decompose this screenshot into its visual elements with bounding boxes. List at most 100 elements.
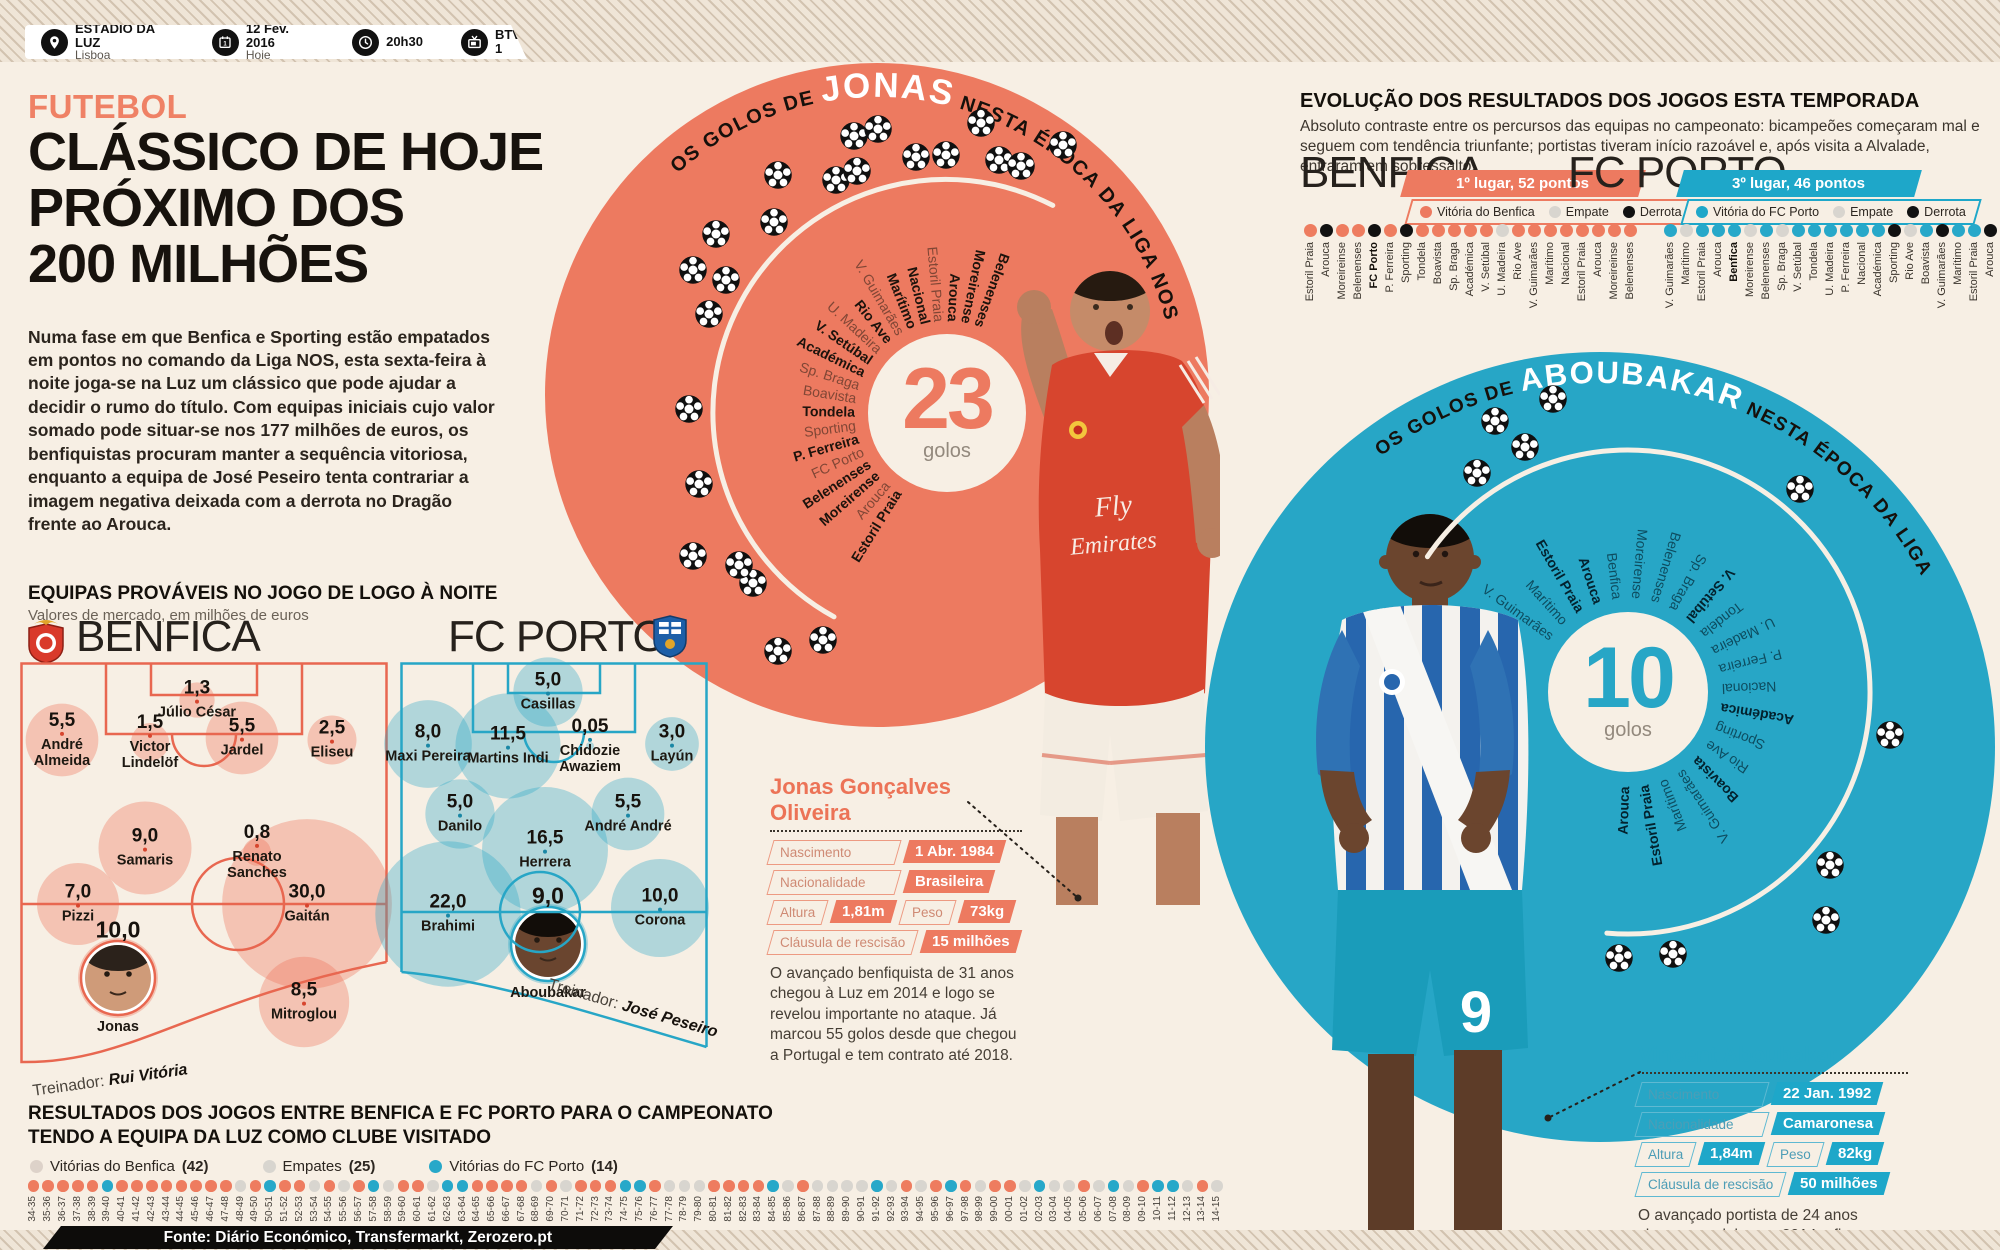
opponent-label: Benfica <box>1727 242 1740 282</box>
h2h-result-dot <box>1004 1180 1016 1192</box>
h2h-result-dot <box>663 1180 676 1192</box>
match-date: 12 Fev. 2016 <box>245 21 290 50</box>
season-label: 64-65 <box>471 1195 483 1222</box>
opponent-label: Rio Ave <box>1903 242 1916 280</box>
player-value: 9,0 <box>500 884 596 908</box>
date-item: 1 12 Fev. 2016 Hoje <box>212 22 314 62</box>
season-label: 55-56 <box>338 1195 350 1222</box>
h2h-result-dot <box>811 1180 824 1192</box>
evolution-heading: EVOLUÇÃO DOS RESULTADOS DOS JOGOS ESTA T… <box>1300 90 1920 112</box>
season-label: 99-00 <box>989 1195 1001 1222</box>
season-label: 62-63 <box>441 1195 453 1222</box>
h2h-result-dot <box>471 1180 484 1192</box>
opponent-label: V. Setúbal <box>1791 242 1804 292</box>
season-label: 43-44 <box>160 1195 172 1222</box>
result-dot <box>1559 224 1573 237</box>
benfica-pitch: 1,3 Júlio César 5,5 André Almeida 1,5 Victor … <box>20 662 392 1092</box>
opponent-label: Marítimo <box>1543 242 1556 285</box>
player-value-text: 0,8 <box>243 821 271 843</box>
result-column: V. Guimarães <box>1662 224 1678 308</box>
opponent-label: Sp. Braga <box>1447 242 1460 291</box>
result-column: P. Ferreira <box>1838 224 1854 293</box>
opponent-label: Belenenses <box>1623 242 1636 300</box>
result-column: Sporting <box>1886 224 1902 283</box>
h2h-column: 59-60 <box>396 1180 411 1221</box>
result-column: Académica <box>1870 224 1886 296</box>
player-value-text: 5,0 <box>446 791 474 813</box>
value-marker <box>670 743 674 748</box>
value-marker <box>76 903 80 908</box>
aboubakar-info-card: Vincent Aboubakar Nascimento 22 Jan. 199… <box>1634 1042 1908 1250</box>
opponent-label: Arouca <box>1591 242 1604 277</box>
player-name-text: André André <box>584 818 672 835</box>
result-dot <box>1543 224 1557 237</box>
h2h-column: 35-36 <box>41 1180 56 1221</box>
result-column: Boavista <box>1918 224 1934 284</box>
opponent-label: V. Guimarães <box>1527 242 1540 309</box>
opponent-label: Belenenses <box>1759 242 1772 300</box>
h2h-column: 63-64 <box>455 1180 470 1221</box>
season-label: 78-79 <box>678 1195 690 1222</box>
h2h-column: 96-97 <box>943 1180 958 1221</box>
opponent-label: V. Guimarães <box>1935 242 1948 309</box>
location-pin-icon <box>41 29 68 56</box>
h2h-column: 52-53 <box>292 1180 307 1221</box>
h2h-result-dot <box>1152 1180 1164 1192</box>
season-label: 52-53 <box>293 1195 305 1222</box>
lineups-subtitle: Valores de mercado, em milhões de euros <box>28 607 309 624</box>
player-name-text: Jardel <box>220 742 264 759</box>
result-column: Tondela <box>1806 224 1822 281</box>
porto-rank-badge: 3º lugar, 46 pontos <box>1676 170 1922 197</box>
value-marker <box>446 913 450 918</box>
svg-text:Fly: Fly <box>1092 489 1133 523</box>
h2h-column: 57-58 <box>366 1180 381 1221</box>
player-label: 0,8 Renato Sanches <box>209 823 305 881</box>
season-label: 60-61 <box>412 1195 424 1222</box>
h2h-column: 91-92 <box>869 1180 884 1221</box>
player-value-text: 10,0 <box>95 916 141 943</box>
h2h-result-dot <box>27 1180 40 1192</box>
h2h-result-dot <box>752 1180 765 1192</box>
h2h-column: 90-91 <box>855 1180 870 1221</box>
h2h-result-dot <box>205 1180 217 1192</box>
h2h-column: 34-35 <box>26 1180 41 1221</box>
result-column: Belenenses <box>1350 224 1366 300</box>
result-column: U. Madeira <box>1494 224 1510 296</box>
h2h-result-dot <box>131 1180 143 1192</box>
opponent-label: U. Madeira <box>1495 242 1508 296</box>
h2h-column: 39-40 <box>100 1180 115 1221</box>
opponent-label: Estoril Praia <box>1575 242 1588 302</box>
season-label: 54-55 <box>323 1195 335 1222</box>
h2h-column: 13-14 <box>1195 1180 1210 1221</box>
h2h-result-dot <box>708 1180 720 1192</box>
h2h-result-dot <box>1122 1180 1135 1192</box>
h2h-heading-line2: TENDO A EQUIPA DA LUZ COMO CLUBE VISITAD… <box>28 1126 492 1148</box>
value-marker <box>302 1001 306 1006</box>
h2h-result-dot <box>678 1180 691 1192</box>
porto-crest-icon <box>653 615 687 658</box>
season-label: 03-04 <box>1048 1195 1060 1222</box>
result-dot <box>1791 224 1805 237</box>
h2h-column: 54-55 <box>322 1180 337 1221</box>
result-dot <box>1511 224 1525 237</box>
h2h-column: 99-00 <box>988 1180 1003 1221</box>
h2h-result-dot <box>841 1180 853 1192</box>
season-label: 92-93 <box>885 1195 897 1222</box>
opponent-label: Estoril Praia <box>1967 242 1980 302</box>
player-name-text: Eliseu <box>310 744 354 761</box>
svg-text:1: 1 <box>224 42 228 48</box>
season-label: 85-86 <box>782 1195 794 1222</box>
label-peso: Peso <box>1766 1142 1825 1167</box>
result-column: Arouca <box>1590 224 1606 277</box>
h2h-legend-benfica: Vitórias do Benfica (42) <box>30 1158 209 1175</box>
h2h-result-dot <box>1019 1180 1031 1192</box>
player-name-text: Pizzi <box>61 908 95 925</box>
jonas-weight: 73kg <box>957 900 1017 923</box>
jonas-clause: 15 milhões <box>920 930 1023 953</box>
h2h-result-dot <box>323 1180 336 1192</box>
season-label: 94-95 <box>915 1195 927 1222</box>
season-label: 97-98 <box>959 1195 971 1222</box>
season-label: 69-70 <box>545 1195 557 1222</box>
h2h-column: 75-76 <box>633 1180 648 1221</box>
porto-results-strip: V. Guimarães Marítimo Estoril Praia Arouca B… <box>1662 224 1998 308</box>
